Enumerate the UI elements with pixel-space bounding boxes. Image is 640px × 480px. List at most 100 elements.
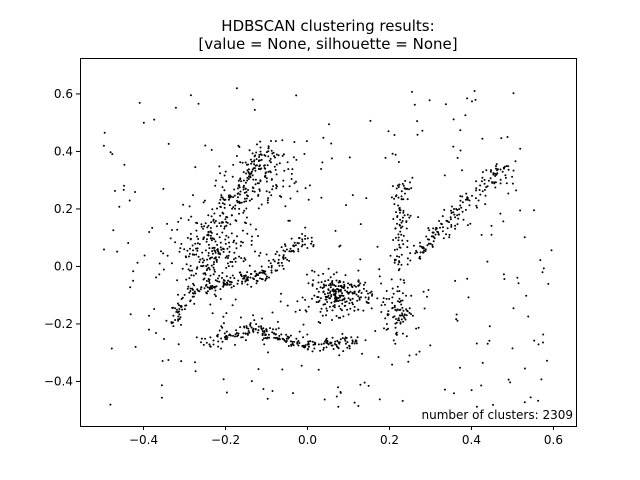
scatter-point bbox=[542, 267, 545, 270]
scatter-point bbox=[425, 235, 428, 238]
scatter-point bbox=[227, 236, 230, 239]
scatter-point bbox=[218, 256, 221, 259]
scatter-point bbox=[260, 203, 263, 206]
scatter-point bbox=[376, 297, 379, 300]
scatter-point bbox=[261, 334, 264, 337]
scatter-point bbox=[489, 177, 492, 180]
scatter-point bbox=[307, 282, 310, 285]
scatter-point bbox=[311, 269, 314, 272]
scatter-point bbox=[459, 199, 462, 202]
scatter-point bbox=[260, 153, 262, 156]
scatter-point bbox=[405, 308, 408, 311]
scatter-point bbox=[172, 314, 175, 317]
scatter-point bbox=[221, 231, 224, 234]
scatter-point bbox=[494, 172, 497, 175]
scatter-point bbox=[243, 274, 245, 277]
scatter-point bbox=[195, 253, 198, 256]
scatter-point bbox=[417, 326, 420, 329]
scatter-point bbox=[452, 118, 455, 121]
scatter-point bbox=[329, 286, 332, 289]
scatter-point bbox=[210, 231, 213, 234]
scatter-point bbox=[222, 198, 225, 200]
scatter-point bbox=[355, 340, 358, 343]
scatter-point bbox=[319, 322, 322, 324]
scatter-point bbox=[206, 292, 208, 295]
scatter-point bbox=[393, 304, 396, 307]
scatter-point bbox=[128, 199, 131, 202]
scatter-point bbox=[244, 280, 247, 283]
scatter-point bbox=[245, 163, 248, 166]
scatter-point bbox=[406, 239, 409, 242]
scatter-point bbox=[416, 120, 419, 123]
scatter-point bbox=[207, 243, 210, 246]
scatter-point bbox=[387, 130, 390, 133]
scatter-point bbox=[288, 185, 291, 188]
scatter-point bbox=[236, 282, 239, 285]
scatter-point bbox=[264, 154, 267, 157]
scatter-point bbox=[222, 221, 224, 224]
scatter-point bbox=[353, 292, 356, 295]
scatter-point bbox=[399, 218, 402, 221]
scatter-point bbox=[319, 297, 322, 300]
scatter-point bbox=[231, 261, 234, 263]
scatter-point bbox=[201, 257, 204, 260]
scatter-point bbox=[335, 315, 338, 317]
scatter-point bbox=[448, 233, 451, 236]
scatter-point bbox=[222, 315, 225, 318]
scatter-point bbox=[345, 204, 347, 207]
scatter-point bbox=[371, 293, 374, 296]
scatter-point bbox=[195, 247, 197, 250]
scatter-point bbox=[229, 276, 232, 279]
scatter-point bbox=[227, 198, 230, 201]
scatter-point bbox=[242, 188, 245, 191]
scatter-point bbox=[446, 227, 449, 230]
scatter-point bbox=[391, 152, 394, 155]
scatter-point bbox=[245, 200, 248, 203]
scatter-point bbox=[239, 193, 241, 196]
scatter-point bbox=[207, 224, 210, 227]
scatter-point bbox=[515, 189, 518, 192]
scatter-point bbox=[454, 216, 457, 219]
scatter-point bbox=[233, 194, 236, 197]
scatter-point bbox=[550, 249, 553, 252]
scatter-point bbox=[529, 396, 532, 399]
scatter-point bbox=[332, 348, 335, 350]
scatter-point bbox=[257, 207, 260, 210]
scatter-point bbox=[218, 222, 221, 225]
scatter-point bbox=[507, 165, 510, 168]
scatter-point bbox=[245, 191, 248, 193]
scatter-point bbox=[134, 345, 137, 348]
scatter-point bbox=[338, 299, 341, 302]
scatter-point bbox=[311, 297, 313, 300]
scatter-point bbox=[245, 278, 248, 281]
scatter-point bbox=[205, 283, 208, 286]
scatter-point bbox=[275, 328, 278, 331]
scatter-point bbox=[275, 184, 278, 186]
scatter-point bbox=[364, 339, 367, 342]
scatter-point bbox=[511, 175, 514, 178]
scatter-point bbox=[494, 186, 497, 189]
scatter-point bbox=[245, 207, 248, 210]
scatter-point bbox=[214, 251, 217, 254]
scatter-point bbox=[197, 255, 200, 258]
scatter-point bbox=[264, 167, 267, 170]
scatter-point bbox=[406, 213, 409, 216]
scatter-point bbox=[255, 282, 258, 285]
scatter-point bbox=[322, 136, 325, 139]
scatter-point bbox=[224, 283, 227, 286]
scatter-point bbox=[365, 300, 368, 303]
scatter-point bbox=[294, 310, 297, 313]
scatter-point bbox=[405, 227, 408, 230]
scatter-point bbox=[468, 204, 471, 207]
scatter-point bbox=[355, 342, 358, 345]
scatter-point bbox=[209, 256, 212, 259]
scatter-point bbox=[332, 273, 335, 276]
scatter-point bbox=[275, 163, 278, 166]
scatter-point bbox=[332, 290, 335, 293]
scatter-point bbox=[398, 309, 401, 312]
scatter-point bbox=[225, 330, 228, 333]
scatter-point bbox=[396, 285, 399, 288]
scatter-point bbox=[402, 320, 405, 323]
scatter-point bbox=[394, 326, 397, 329]
scatter-point bbox=[395, 187, 398, 190]
